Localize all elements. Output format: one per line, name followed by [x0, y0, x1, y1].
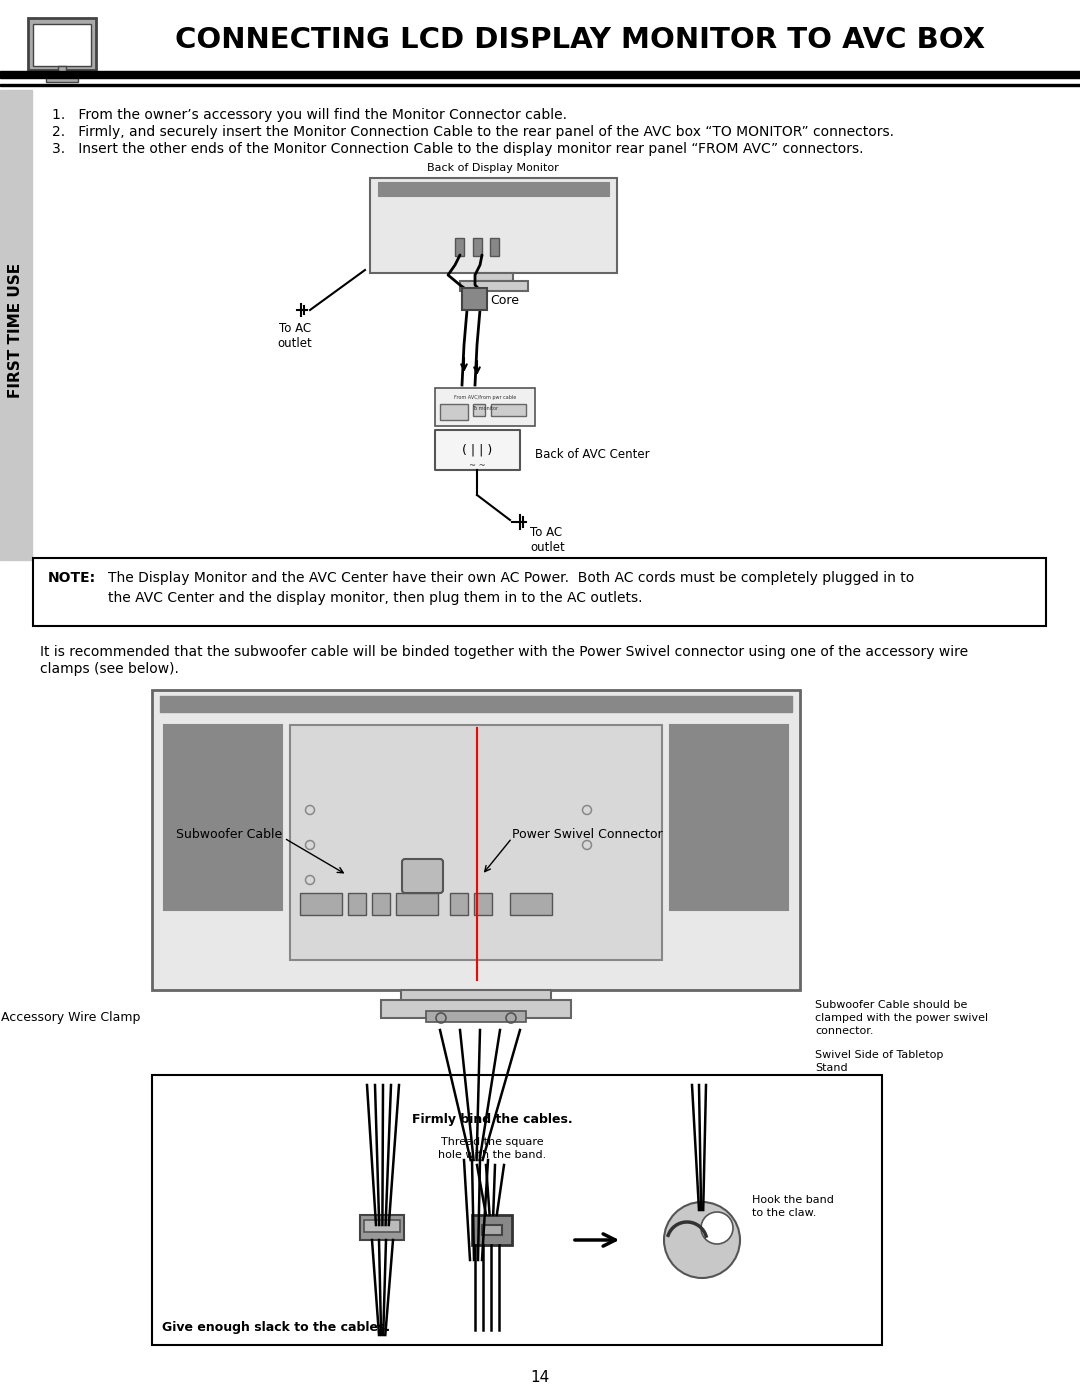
Bar: [473, 404, 485, 416]
Text: To AC
outlet: To AC outlet: [278, 321, 312, 351]
Bar: [473, 237, 482, 256]
Bar: [435, 388, 535, 426]
Bar: [300, 893, 342, 915]
Bar: [360, 1215, 404, 1241]
Bar: [58, 66, 66, 74]
Bar: [381, 1000, 571, 1018]
Text: Subwoofer Cable should be
clamped with the power swivel
connector.: Subwoofer Cable should be clamped with t…: [815, 1000, 988, 1037]
Bar: [372, 893, 390, 915]
Bar: [426, 1011, 526, 1023]
Bar: [152, 1076, 882, 1345]
Text: From AVC/from pwr cable: From AVC/from pwr cable: [454, 395, 516, 401]
Bar: [348, 893, 366, 915]
Text: Back of Display Monitor: Back of Display Monitor: [427, 163, 558, 173]
Text: 14: 14: [530, 1370, 550, 1386]
Bar: [152, 690, 800, 990]
Circle shape: [664, 1201, 740, 1278]
Bar: [510, 893, 552, 915]
Text: ( | | ): ( | | ): [462, 443, 492, 457]
Bar: [33, 24, 91, 66]
Text: CONNECTING LCD DISPLAY MONITOR TO AVC BOX: CONNECTING LCD DISPLAY MONITOR TO AVC BO…: [175, 27, 985, 54]
Bar: [670, 725, 788, 909]
Circle shape: [701, 1213, 733, 1243]
Bar: [455, 237, 464, 256]
Text: To AC
outlet: To AC outlet: [530, 527, 565, 555]
Text: To monitor: To monitor: [472, 405, 498, 411]
Text: Thread the square
hole with the band.: Thread the square hole with the band.: [437, 1137, 546, 1160]
Text: Accessory Wire Clamp: Accessory Wire Clamp: [1, 1011, 140, 1024]
Text: the AVC Center and the display monitor, then plug them in to the AC outlets.: the AVC Center and the display monitor, …: [108, 591, 643, 605]
Text: Swivel Side of Tabletop
Stand: Swivel Side of Tabletop Stand: [815, 1051, 943, 1073]
Bar: [28, 18, 96, 70]
Bar: [0, 71, 1080, 78]
Text: 1.   From the owner’s accessory you will find the Monitor Connector cable.: 1. From the owner’s accessory you will f…: [52, 108, 567, 122]
Text: 3.   Insert the other ends of the Monitor Connection Cable to the display monito: 3. Insert the other ends of the Monitor …: [52, 142, 864, 156]
Bar: [33, 557, 1047, 626]
Bar: [364, 1220, 400, 1232]
Bar: [474, 893, 492, 915]
Bar: [475, 272, 513, 281]
Bar: [0, 84, 1080, 87]
Bar: [450, 893, 468, 915]
Text: The Display Monitor and the AVC Center have their own AC Power.  Both AC cords m: The Display Monitor and the AVC Center h…: [108, 571, 915, 585]
Bar: [160, 696, 792, 712]
Text: Power Swivel Connector: Power Swivel Connector: [512, 828, 663, 841]
Bar: [164, 725, 282, 909]
Bar: [472, 1215, 512, 1245]
Text: FIRST TIME USE: FIRST TIME USE: [9, 263, 24, 398]
Bar: [396, 893, 438, 915]
Text: Core: Core: [490, 293, 519, 306]
Bar: [370, 177, 617, 272]
Text: clamps (see below).: clamps (see below).: [40, 662, 179, 676]
Bar: [291, 725, 662, 960]
Text: Hook the band
to the claw.: Hook the band to the claw.: [752, 1194, 834, 1218]
Text: Back of AVC Center: Back of AVC Center: [535, 448, 650, 461]
Bar: [46, 77, 78, 82]
Bar: [401, 990, 551, 1002]
Bar: [460, 281, 528, 291]
Bar: [0, 89, 32, 560]
Text: It is recommended that the subwoofer cable will be binded together with the Powe: It is recommended that the subwoofer cab…: [40, 645, 968, 659]
Bar: [462, 288, 487, 310]
FancyBboxPatch shape: [402, 859, 443, 893]
Bar: [482, 1225, 502, 1235]
Text: 2.   Firmly, and securely insert the Monitor Connection Cable to the rear panel : 2. Firmly, and securely insert the Monit…: [52, 124, 894, 138]
Bar: [435, 430, 519, 469]
Bar: [491, 404, 526, 416]
Text: Subwoofer Cable: Subwoofer Cable: [176, 828, 282, 841]
Text: NOTE:: NOTE:: [48, 571, 96, 585]
Bar: [490, 237, 499, 256]
Bar: [378, 182, 609, 196]
Text: ~ ~: ~ ~: [469, 461, 485, 469]
Text: Give enough slack to the cables.: Give enough slack to the cables.: [162, 1320, 390, 1334]
Text: Firmly bind the cables.: Firmly bind the cables.: [411, 1113, 572, 1126]
Bar: [440, 404, 468, 420]
